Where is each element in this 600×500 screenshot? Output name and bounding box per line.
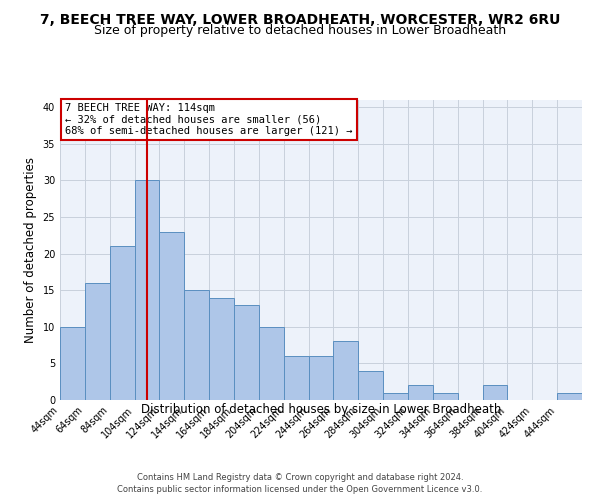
Bar	[334, 342, 358, 400]
Bar	[308, 356, 334, 400]
Text: Size of property relative to detached houses in Lower Broadheath: Size of property relative to detached ho…	[94, 24, 506, 37]
Bar	[209, 298, 234, 400]
Bar	[482, 386, 508, 400]
Bar	[160, 232, 184, 400]
Text: Distribution of detached houses by size in Lower Broadheath: Distribution of detached houses by size …	[141, 402, 501, 415]
Bar	[433, 392, 458, 400]
Bar	[184, 290, 209, 400]
Text: Contains public sector information licensed under the Open Government Licence v3: Contains public sector information licen…	[118, 485, 482, 494]
Bar	[383, 392, 408, 400]
Bar	[234, 305, 259, 400]
Bar	[110, 246, 134, 400]
Text: 7 BEECH TREE WAY: 114sqm
← 32% of detached houses are smaller (56)
68% of semi-d: 7 BEECH TREE WAY: 114sqm ← 32% of detach…	[65, 103, 353, 136]
Text: Contains HM Land Registry data © Crown copyright and database right 2024.: Contains HM Land Registry data © Crown c…	[137, 472, 463, 482]
Bar	[408, 386, 433, 400]
Bar	[85, 283, 110, 400]
Bar	[284, 356, 308, 400]
Bar	[259, 327, 284, 400]
Bar	[60, 327, 85, 400]
Bar	[557, 392, 582, 400]
Bar	[358, 370, 383, 400]
Bar	[134, 180, 160, 400]
Y-axis label: Number of detached properties: Number of detached properties	[24, 157, 37, 343]
Text: 7, BEECH TREE WAY, LOWER BROADHEATH, WORCESTER, WR2 6RU: 7, BEECH TREE WAY, LOWER BROADHEATH, WOR…	[40, 12, 560, 26]
